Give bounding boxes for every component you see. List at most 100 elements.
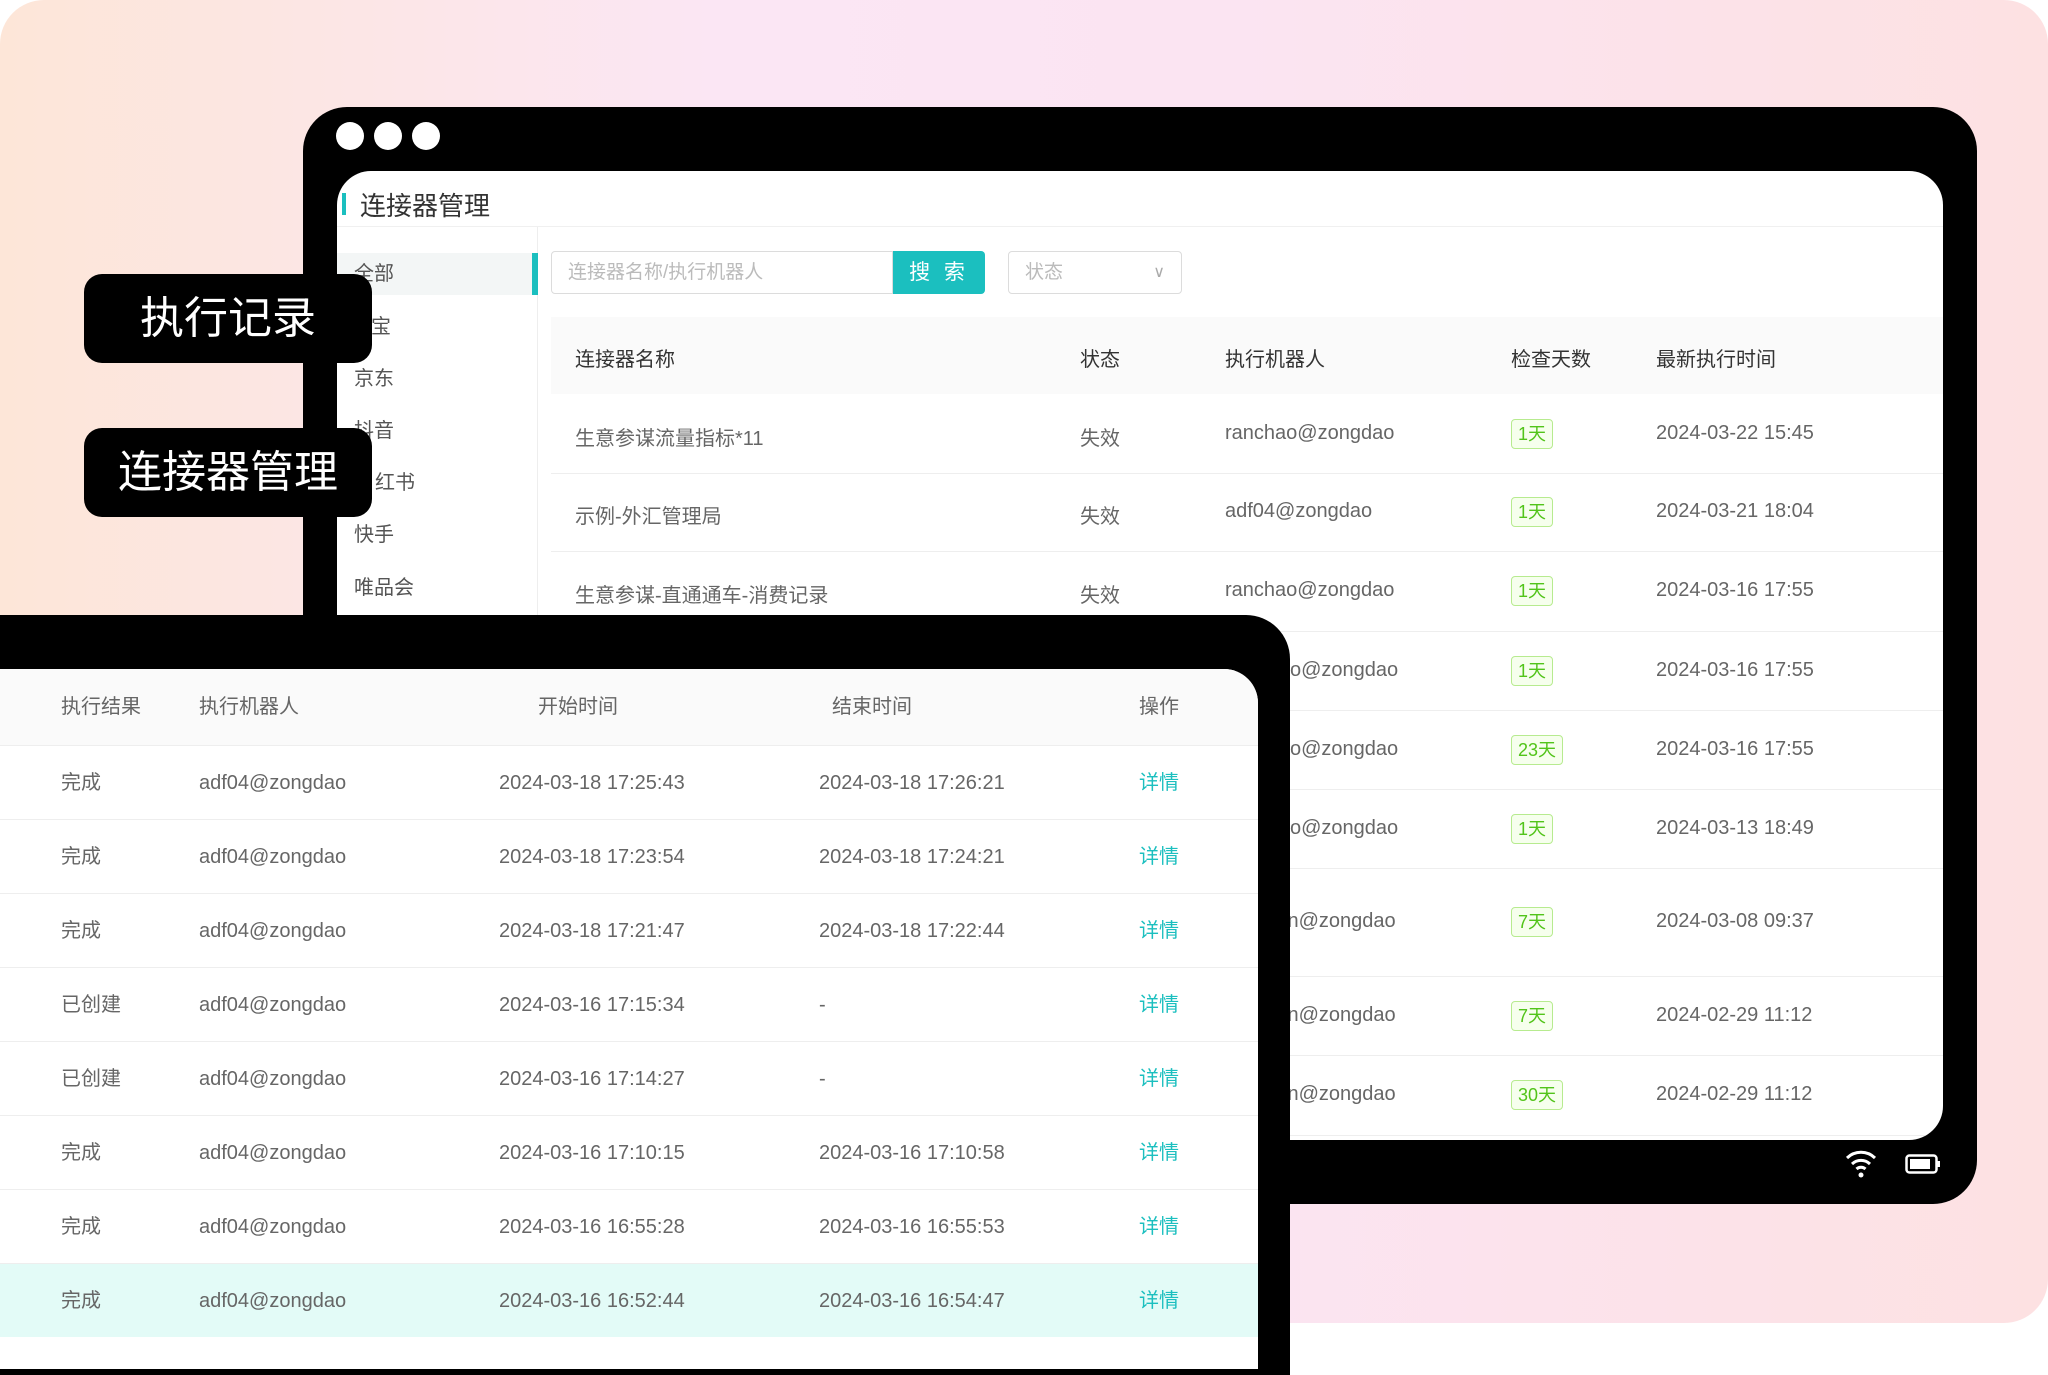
details-link[interactable]: 详情 xyxy=(1139,1290,1179,1312)
column-header: 执行机器人 xyxy=(1225,349,1325,371)
cell-start: 2024-03-16 17:10:15 xyxy=(499,1142,685,1164)
cell-result: 完成 xyxy=(61,772,101,794)
cell-robot: adf04@zongdao xyxy=(199,994,347,1016)
status-select-placeholder: 状态 xyxy=(1025,262,1064,283)
cell-robot: adf04@zongdao xyxy=(199,1290,347,1312)
cell-robot: adf04@zongdao xyxy=(199,920,347,942)
details-link[interactable]: 详情 xyxy=(1139,1216,1179,1238)
details-link[interactable]: 详情 xyxy=(1139,1068,1179,1090)
column-header: 状态 xyxy=(1080,349,1120,371)
cell-robot: adf04@zongdao xyxy=(199,1216,347,1238)
cell-time: 2024-02-29 11:12 xyxy=(1656,1083,1813,1105)
column-header: 执行机器人 xyxy=(199,696,299,718)
cell-end: 2024-03-16 16:54:47 xyxy=(819,1290,1005,1312)
days-badge: 7天 xyxy=(1511,1000,1554,1031)
row-divider xyxy=(551,551,1943,552)
days-badge: 7天 xyxy=(1511,907,1554,937)
cell-start: 2024-03-16 16:52:44 xyxy=(499,1290,685,1312)
divider xyxy=(337,226,1943,227)
cell-end: - xyxy=(819,994,826,1016)
cell-time: 2024-03-08 09:37 xyxy=(1656,910,1814,932)
label-connector-mgmt: 连接器管理 xyxy=(84,428,372,517)
window-dot-icon xyxy=(374,122,402,150)
cell-robot: adf04@zongdao xyxy=(199,846,347,868)
window-dot-icon xyxy=(336,122,364,150)
column-header: 检查天数 xyxy=(1511,349,1591,371)
cell-start: 2024-03-16 17:14:27 xyxy=(499,1068,685,1090)
column-header: 连接器名称 xyxy=(575,349,675,371)
window-dot-icon xyxy=(412,122,440,150)
cell-time: 2024-02-29 11:12 xyxy=(1656,1003,1813,1026)
cell-robot: adf04@zongdao xyxy=(199,1068,347,1090)
page-title: 连接器管理 xyxy=(360,191,491,221)
cell-end: 2024-03-16 17:10:58 xyxy=(819,1142,1005,1164)
details-link[interactable]: 详情 xyxy=(1139,994,1179,1016)
table-row: 完成 adf04@zongdao 2024-03-18 17:25:43 2024-0… xyxy=(0,745,1258,819)
table-row: 完成 adf04@zongdao 2024-03-16 16:55:28 2024-0… xyxy=(0,1189,1258,1263)
cell-start: 2024-03-16 17:15:34 xyxy=(499,994,685,1016)
search-button[interactable]: 搜 索 xyxy=(893,251,985,294)
cell-robot: adf04@zongdao xyxy=(199,772,347,794)
cell-end: 2024-03-18 17:22:44 xyxy=(819,920,1005,942)
cell-start: 2024-03-16 16:55:28 xyxy=(499,1216,685,1238)
cell-result: 完成 xyxy=(61,1216,101,1238)
sidebar-item-kuaishou[interactable]: 快手 xyxy=(354,524,394,546)
days-badge: 1天 xyxy=(1511,655,1554,686)
cell-time: 2024-03-22 15:45 xyxy=(1656,421,1814,444)
days-badge: 30天 xyxy=(1511,1080,1564,1110)
table-header xyxy=(0,669,1258,745)
table-header xyxy=(551,317,1943,394)
connector-name[interactable]: 生意参谋流量指标*11 xyxy=(575,427,764,450)
column-header: 执行结果 xyxy=(61,696,141,718)
days-badge: 23天 xyxy=(1511,734,1564,765)
cell-robot: o@zongdao xyxy=(1290,737,1399,760)
cell-start: 2024-03-18 17:21:47 xyxy=(499,920,685,942)
cell-start: 2024-03-18 17:23:54 xyxy=(499,846,685,868)
days-badge: 1天 xyxy=(1511,418,1554,449)
cell-status: 失效 xyxy=(1080,585,1120,607)
column-header: 最新执行时间 xyxy=(1656,349,1776,371)
cell-robot: ranchao@zongdao xyxy=(1225,421,1395,444)
details-link[interactable]: 详情 xyxy=(1139,846,1179,868)
search-input[interactable]: 连接器名称/执行机器人 xyxy=(551,251,893,294)
row-divider xyxy=(551,473,1943,474)
cell-result: 已创建 xyxy=(61,994,121,1016)
cell-robot: in@zongdao xyxy=(1283,1003,1396,1026)
days-badge: 1天 xyxy=(1511,813,1554,844)
cell-end: 2024-03-18 17:24:21 xyxy=(819,846,1005,868)
connector-name[interactable]: 示例-外汇管理局 xyxy=(575,506,722,528)
connector-name[interactable]: 生意参谋-直通通车-消费记录 xyxy=(575,585,829,607)
records-panel: 执行结果 执行机器人 开始时间 结束时间 操作 完成 adf04@zongdao 2024-0… xyxy=(0,669,1258,1369)
sidebar-item-jd[interactable]: 京东 xyxy=(354,368,394,390)
sidebar-item-xiaohongshu[interactable]: 红书 xyxy=(375,472,415,494)
cell-status: 失效 xyxy=(1080,506,1120,528)
chevron-down-icon: ∨ xyxy=(1153,264,1165,281)
column-header: 操作 xyxy=(1139,696,1179,718)
cell-time: 2024-03-16 17:55 xyxy=(1656,579,1814,601)
cell-result: 完成 xyxy=(61,846,101,868)
cell-result: 完成 xyxy=(61,920,101,942)
cell-time: 2024-03-16 17:55 xyxy=(1656,737,1814,760)
sidebar-item-taobao[interactable]: 宝 xyxy=(371,316,391,338)
table-row: 已创建 adf04@zongdao 2024-03-16 17:15:34 - 详情 xyxy=(0,967,1258,1041)
table-row: 已创建 adf04@zongdao 2024-03-16 17:14:27 - 详情 xyxy=(0,1041,1258,1115)
cell-time: 2024-03-13 18:49 xyxy=(1656,816,1814,839)
cell-end: 2024-03-18 17:26:21 xyxy=(819,772,1005,794)
cell-robot: in@zongdao xyxy=(1283,1083,1396,1105)
cell-robot: o@zongdao xyxy=(1290,658,1399,681)
cell-robot: adf04@zongdao xyxy=(1225,500,1373,522)
cell-start: 2024-03-18 17:25:43 xyxy=(499,772,685,794)
wifi-icon xyxy=(1845,1150,1877,1178)
status-select[interactable]: 状态 ∨ xyxy=(1008,251,1182,294)
details-link[interactable]: 详情 xyxy=(1139,1142,1179,1164)
cell-end: 2024-03-16 16:55:53 xyxy=(819,1216,1005,1238)
cell-end: - xyxy=(819,1068,826,1090)
details-link[interactable]: 详情 xyxy=(1139,920,1179,942)
sidebar-item-vip[interactable]: 唯品会 xyxy=(354,577,414,599)
cell-time: 2024-03-21 18:04 xyxy=(1656,500,1814,522)
label-exec-records: 执行记录 xyxy=(84,274,372,363)
cell-result: 已创建 xyxy=(61,1068,121,1090)
days-badge: 1天 xyxy=(1511,576,1554,606)
column-header: 开始时间 xyxy=(538,696,618,718)
details-link[interactable]: 详情 xyxy=(1139,772,1179,794)
